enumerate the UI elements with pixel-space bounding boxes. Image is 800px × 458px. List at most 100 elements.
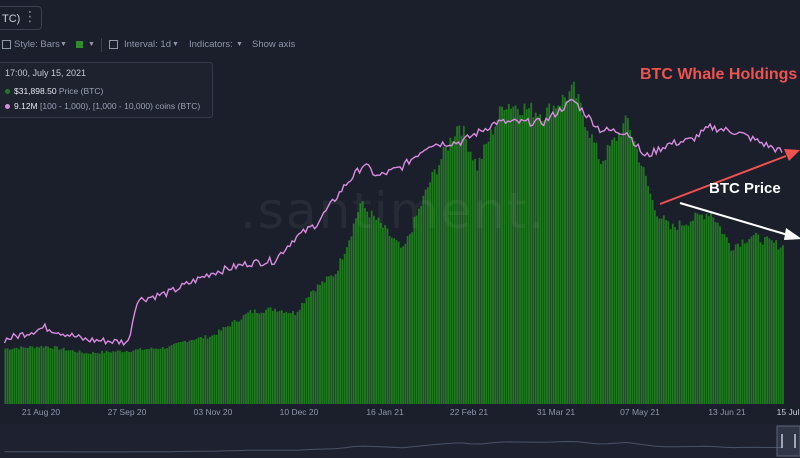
price-bar [224,327,227,404]
price-bar [606,144,609,405]
price-bar [204,335,207,404]
price-bar [447,150,449,404]
price-bar [258,313,261,404]
price-bar [743,243,746,404]
show-axis-toggle[interactable]: Show axis [252,39,296,50]
price-bar [546,107,548,404]
price-bar [179,341,182,404]
price-bar [96,352,99,404]
price-bar [125,350,128,404]
price-bar [78,350,81,404]
price-bar [422,195,425,404]
navigator-handle[interactable] [776,425,800,457]
interval-dropdown[interactable]: Interval: 1d [124,39,171,50]
price-annotation: BTC Price [709,180,781,197]
price-bar [752,234,755,404]
price-bar [426,187,429,404]
price-bar [667,221,670,404]
legend-price-value: $31,898.50 [14,86,57,96]
price-bar [750,236,753,404]
x-tick-label: 22 Feb 21 [450,407,489,417]
price-bar [334,274,337,404]
price-bar [355,218,357,404]
price-bar [17,349,20,404]
price-bar [366,211,369,404]
price-bar [400,247,402,404]
price-bar [460,135,463,404]
price-bar [721,233,724,404]
ticker-tab[interactable]: TC) [0,6,42,30]
price-bar [510,108,512,404]
price-arrow-head [784,228,800,240]
price-bar [330,275,333,404]
price-bar [148,349,151,404]
price-bar [134,349,137,404]
price-bar [685,224,688,404]
price-bar [451,141,454,404]
price-bar [123,351,126,404]
price-bar [31,346,34,404]
chevron-down-icon[interactable]: ▼ [172,41,179,48]
price-bar [462,125,465,405]
price-bar [173,343,175,404]
price-bar [339,258,342,404]
style-dropdown[interactable]: Style: Bars [14,39,60,50]
price-bar [775,240,778,404]
whale-annotation: BTC Whale Holdings [640,66,798,83]
price-bar [507,103,510,404]
price-bar [80,352,83,404]
chart-legend: 17:00, July 15, 2021 $31,898.50 Price (B… [0,62,213,118]
ticker-label: TC) [2,13,21,25]
price-bar [496,119,499,404]
chevron-down-icon[interactable]: ▼ [60,41,67,48]
legend-price-label: Price (BTC) [58,86,104,96]
price-bar [613,137,616,404]
price-bar [220,330,223,404]
chevron-down-icon[interactable]: ▼ [88,41,95,48]
price-bar [292,310,294,404]
price-bar [642,167,645,404]
price-bar [739,246,742,404]
price-bar [215,334,218,404]
price-bar [247,312,249,404]
price-bar [287,313,290,404]
price-bar [541,120,544,404]
price-bar [164,348,166,404]
price-bar [206,338,209,404]
price-bar [58,349,61,404]
price-bar [532,117,535,405]
price-bar [60,349,63,404]
price-bar [161,346,164,404]
price-bar [548,103,551,404]
price-bar [766,236,769,404]
price-bar [602,160,605,404]
price-bar [719,226,721,404]
price-bar [20,346,23,404]
grid-icon[interactable] [2,40,11,49]
price-bar [332,276,335,404]
price-bar [674,227,676,404]
indicators-dropdown[interactable]: Indicators: [189,39,233,50]
holdings-series-dot [5,104,10,110]
price-bar [384,225,387,404]
more-options-icon[interactable]: ⋮ [23,8,37,24]
price-bar [260,312,263,404]
chevron-down-icon[interactable]: ▼ [236,41,243,48]
price-holdings-chart[interactable]: 21 Aug 20 27 Sep 20 03 Nov 20 10 Dec 20 16 J… [0,58,800,458]
price-bar [498,106,501,404]
price-series-dot [5,89,10,95]
price-bar [51,348,54,404]
price-bar [128,351,130,404]
price-bar [42,347,45,404]
navigator-panel[interactable] [0,424,800,458]
price-bar [319,285,321,404]
price-bar [620,136,623,404]
color-swatch-icon[interactable] [76,41,83,48]
price-bar [467,151,470,404]
price-bar [269,307,272,404]
price-bar [420,205,423,404]
price-bar [408,234,411,404]
price-bar [159,348,162,404]
price-bar [595,142,598,404]
price-bar [89,353,92,404]
